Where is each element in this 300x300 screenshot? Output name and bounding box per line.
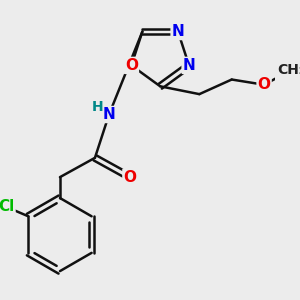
- Text: N: N: [183, 58, 195, 73]
- Text: O: O: [125, 58, 138, 73]
- Text: N: N: [172, 24, 184, 39]
- Text: CH₃: CH₃: [277, 63, 300, 77]
- Text: O: O: [123, 169, 136, 184]
- Text: Cl: Cl: [0, 200, 14, 214]
- Text: N: N: [103, 107, 116, 122]
- Text: O: O: [258, 77, 271, 92]
- Text: H: H: [92, 100, 103, 114]
